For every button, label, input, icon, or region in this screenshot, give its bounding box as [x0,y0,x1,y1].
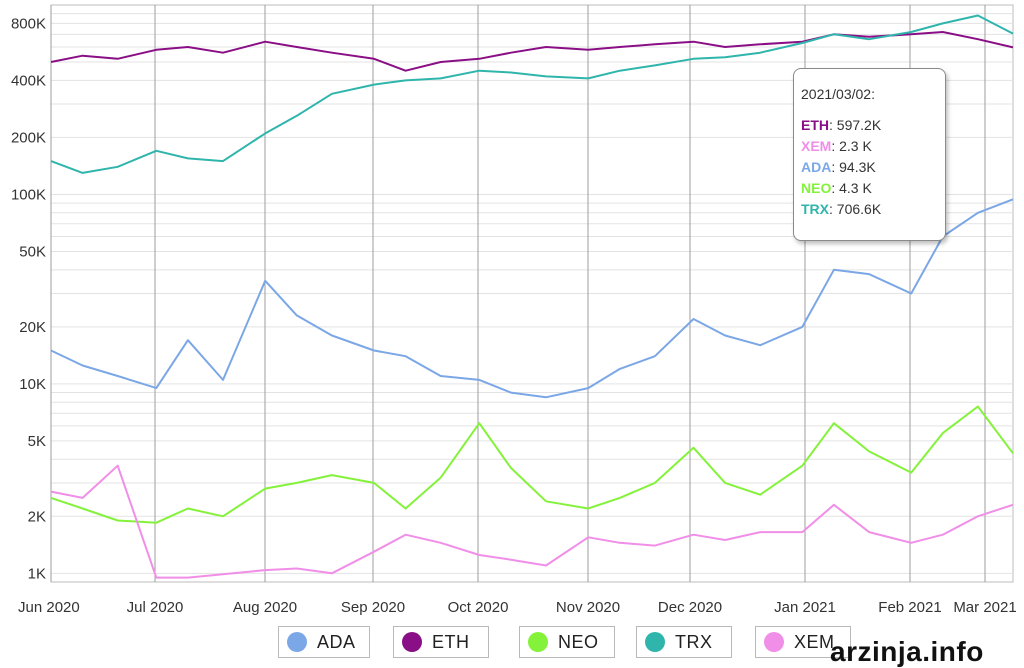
series-line-trx [50,14,1014,174]
legend-label-xem: XEM [794,631,835,652]
tooltip-row-neo: NEO: 4.3 K [801,178,945,199]
legend-item-eth[interactable]: ETH [393,626,489,658]
y-tick-label: 200K [11,129,46,146]
tooltip-value-eth: : 597.2K [829,117,882,133]
legend-swatch-eth [402,632,422,652]
series-line-neo [50,405,1014,524]
x-tick-label: Nov 2020 [556,599,620,616]
tooltip-row-trx: TRX: 706.6K [801,199,945,220]
tooltip-name-neo: NEO [801,180,832,196]
tooltip-name-trx: TRX [801,201,829,217]
legend-swatch-xem [764,632,784,652]
y-tick-label: 1K [28,565,46,582]
tooltip-row-xem: XEM: 2.3 K [801,136,945,157]
x-tick-label: Jan 2021 [774,599,836,616]
legend-item-ada[interactable]: ADA [278,626,370,658]
y-tick-label: 800K [11,15,46,32]
x-tick-label: Feb 2021 [878,599,941,616]
y-tick-label: 5K [28,433,46,450]
legend-swatch-neo [528,632,548,652]
legend-label-eth: ETH [432,631,470,652]
tooltip-row-eth: ETH: 597.2K [801,115,945,136]
tooltip-date: 2021/03/02: [801,86,875,102]
x-tick-label: Sep 2020 [341,599,405,616]
y-tick-label: 20K [19,319,46,336]
legend-label-ada: ADA [317,631,356,652]
legend-label-neo: NEO [558,631,599,652]
chart-legend: ADA ETH NEO TRX XEM [0,626,1024,664]
tooltip-value-neo: : 4.3 K [831,180,872,196]
legend-swatch-ada [287,632,307,652]
legend-item-neo[interactable]: NEO [519,626,615,658]
x-tick-label: Jun 2020 [18,599,80,616]
tooltip-name-ada: ADA [801,159,832,175]
tooltip-row-ada: ADA: 94.3K [801,157,945,178]
y-tick-label: 50K [19,243,46,260]
x-tick-label: Aug 2020 [233,599,297,616]
legend-item-trx[interactable]: TRX [636,626,732,658]
x-tick-label: Oct 2020 [448,599,509,616]
watermark-text: arzinja.info [830,636,984,667]
x-tick-label: Jul 2020 [127,599,184,616]
chart-tooltip: 2021/03/02: ETH: 597.2K XEM: 2.3 K ADA: … [793,68,946,241]
y-tick-label: 400K [11,72,46,89]
y-tick-label: 100K [11,186,46,203]
legend-swatch-trx [645,632,665,652]
x-tick-label: Dec 2020 [658,599,722,616]
x-tick-label: Mar 2021 [953,599,1016,616]
y-tick-label: 10K [19,376,46,393]
tooltip-name-eth: ETH [801,117,829,133]
legend-item-xem[interactable]: XEM [755,626,851,658]
tooltip-value-ada: : 94.3K [831,159,876,175]
y-tick-label: 2K [28,508,46,525]
tooltip-value-xem: : 2.3 K [831,138,872,154]
series-line-ada [50,198,1014,399]
tooltip-name-xem: XEM [801,138,832,154]
legend-label-trx: TRX [675,631,713,652]
series-line-xem [50,464,1014,579]
tooltip-value-trx: : 706.6K [829,201,882,217]
series-line-eth [50,31,1014,72]
